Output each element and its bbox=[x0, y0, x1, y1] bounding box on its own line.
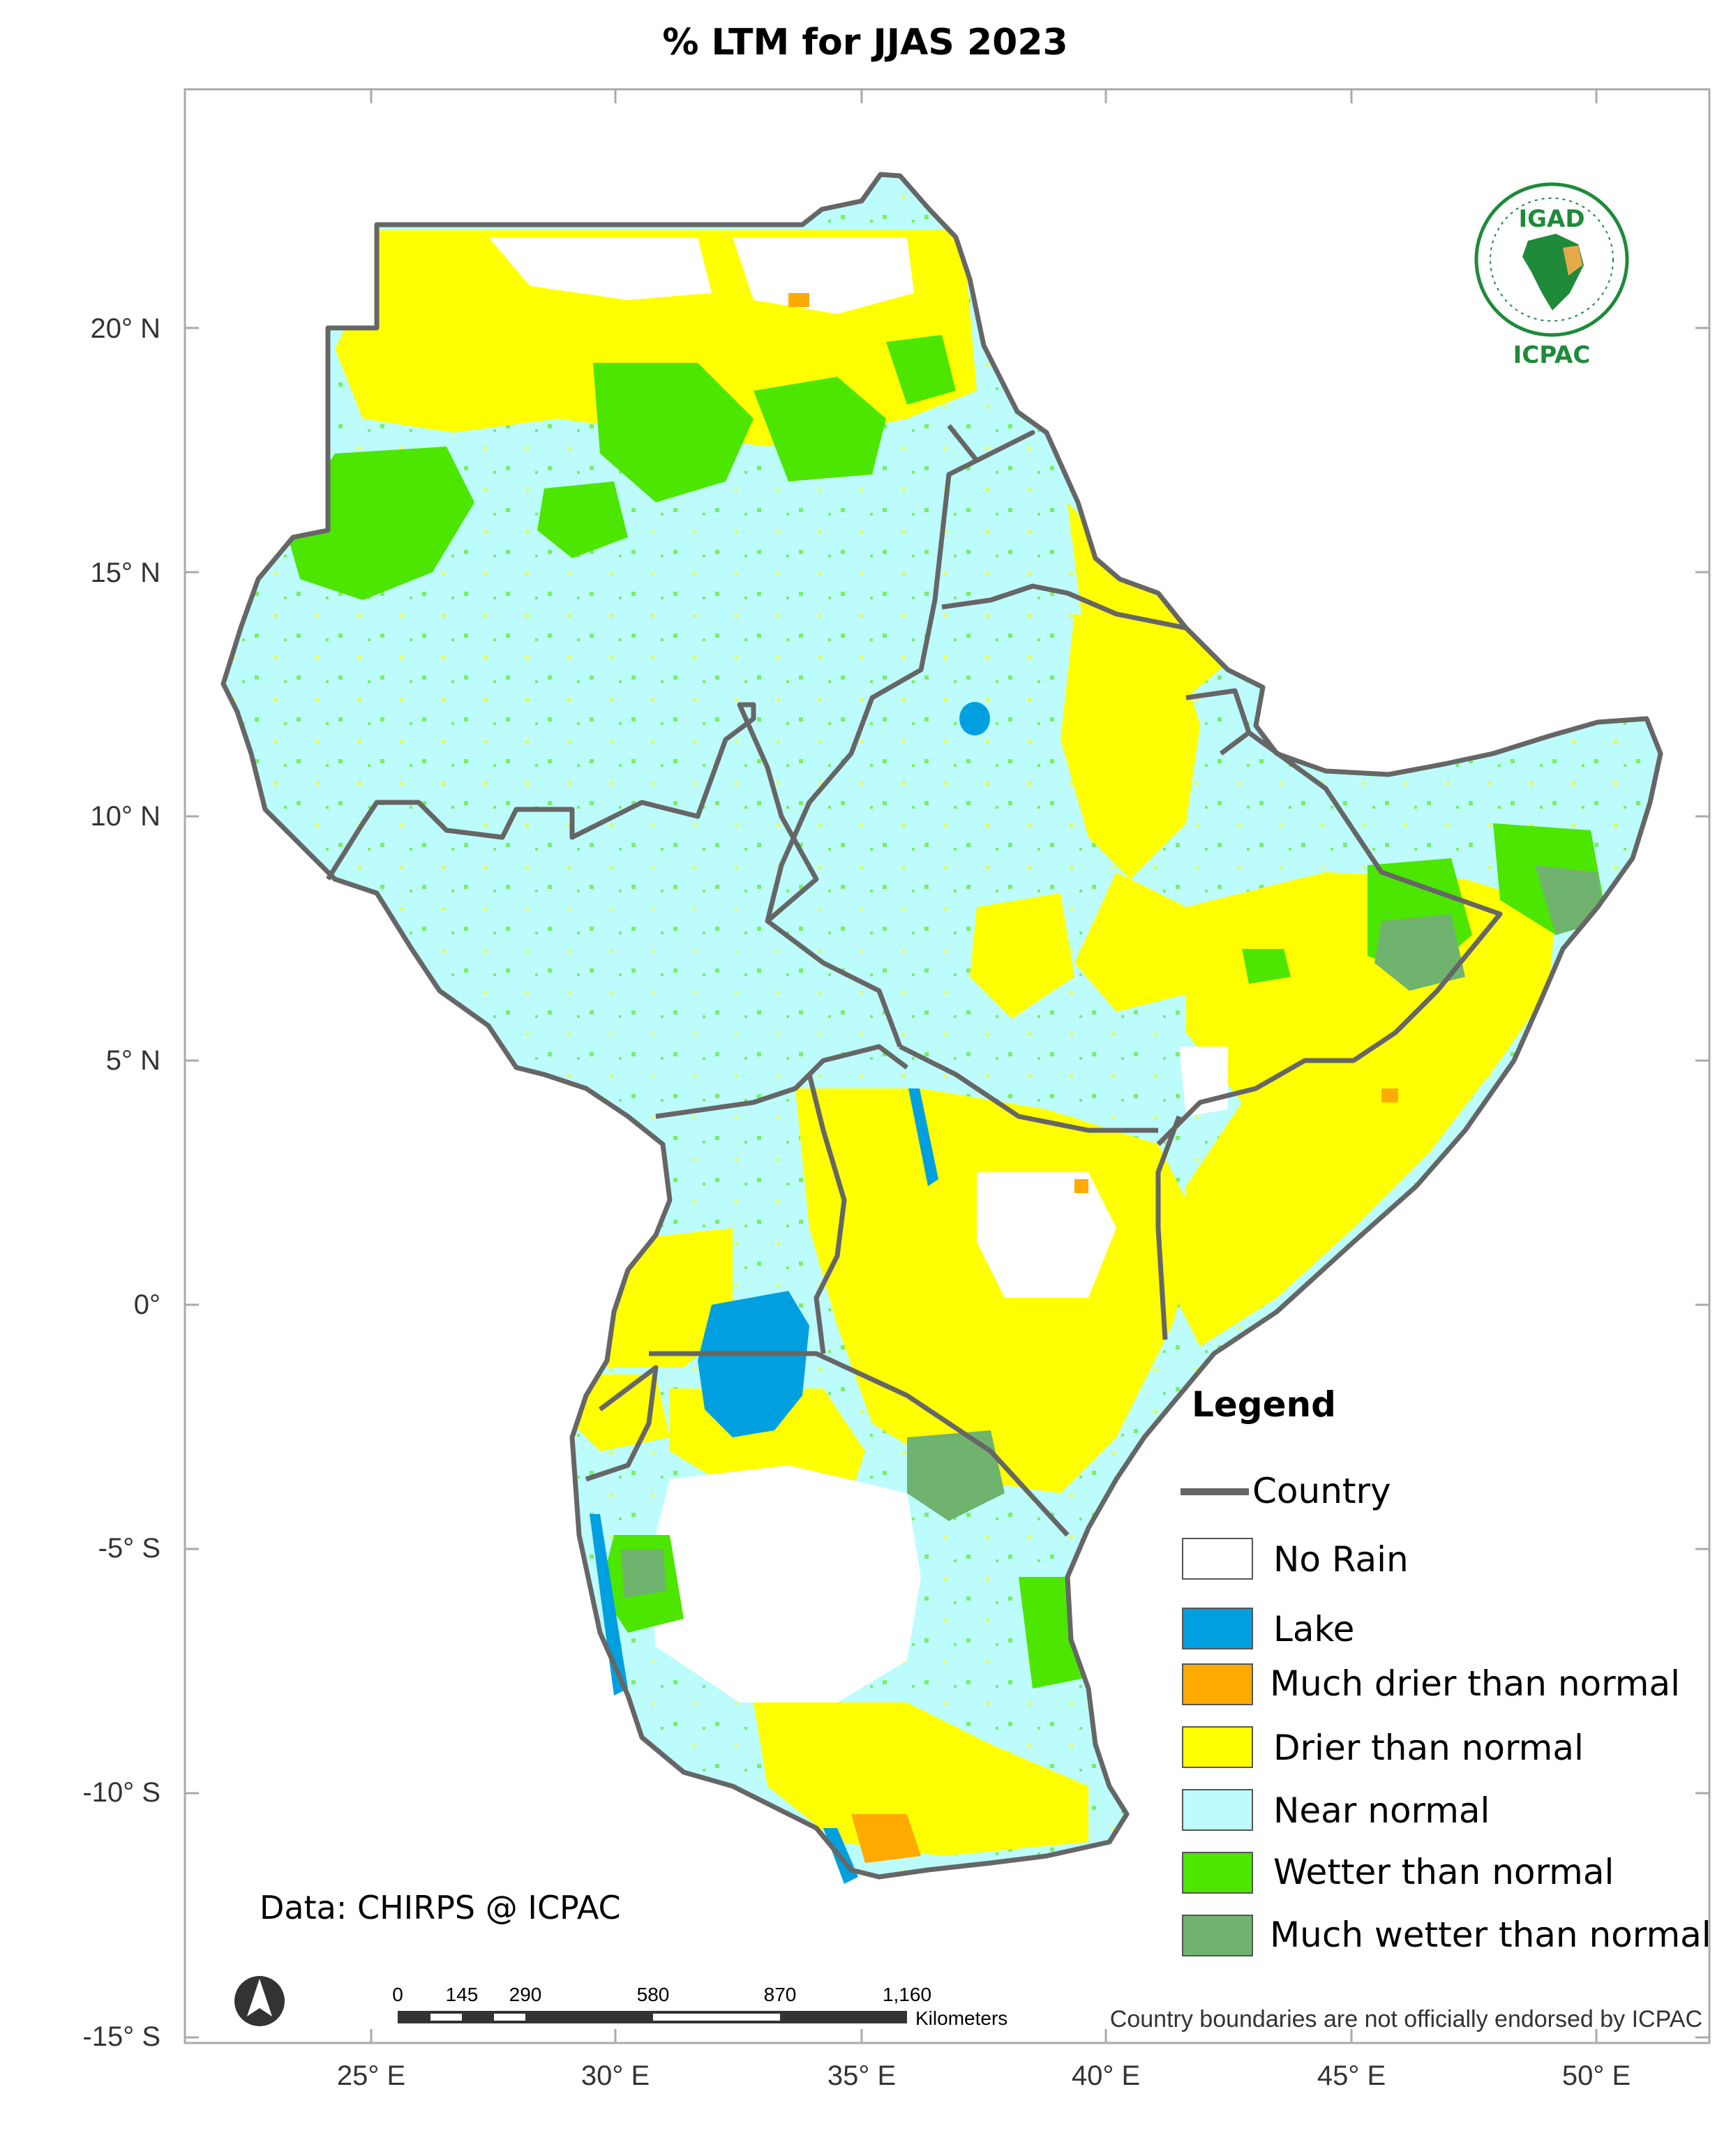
legend-label-much-drier: Much drier than normal bbox=[1270, 1663, 1680, 1704]
y-tick-15n: 15° N bbox=[91, 557, 161, 588]
logo-inner-ring bbox=[1490, 197, 1614, 322]
lake-tanganyika bbox=[590, 1514, 628, 1695]
logo-igad-text: IGAD bbox=[1518, 205, 1584, 233]
scale-segment bbox=[494, 2014, 525, 2021]
map-title: % LTM for JJAS 2023 bbox=[662, 22, 1067, 63]
drier-somalia bbox=[1172, 872, 1556, 1347]
much-wetter-somaliland bbox=[1374, 914, 1465, 991]
sudan-ethiopia-border bbox=[765, 424, 1035, 1048]
igad-icpac-logo: IGAD ICPAC bbox=[1474, 182, 1629, 369]
x-tick-35e: 35° E bbox=[827, 2060, 896, 2091]
legend-swatch-no-rain bbox=[1182, 1538, 1253, 1580]
scale-tick-145: 145 bbox=[446, 1984, 479, 2005]
country-boundaries bbox=[220, 172, 1663, 1880]
rwanda-burundi-border bbox=[585, 1365, 659, 1482]
drier-tanzania-south bbox=[754, 1702, 1088, 1856]
scale-tick-1160: 1,160 bbox=[883, 1984, 931, 2005]
scale-tick-580: 580 bbox=[637, 1984, 670, 2005]
legend-swatch-much-wetter bbox=[1182, 1915, 1253, 1956]
scale-bar-base bbox=[398, 2011, 907, 2023]
wetter-kordofan bbox=[537, 481, 628, 558]
legend-swatch-near-normal bbox=[1182, 1789, 1253, 1831]
drier-ethiopia-west bbox=[970, 893, 1074, 1019]
legend-label-lake: Lake bbox=[1273, 1609, 1354, 1649]
logo-icpac-text: ICPAC bbox=[1513, 341, 1591, 369]
scale-segment bbox=[430, 2014, 462, 2021]
wetter-sudan-center bbox=[593, 363, 754, 502]
y-axis-labels: 20° N 15° N 10° N 5° N 0° -5° S -10° S -… bbox=[82, 313, 160, 2052]
uganda-kenya-border bbox=[807, 1074, 847, 1354]
lake-victoria bbox=[698, 1291, 809, 1437]
legend-swatch-lake bbox=[1182, 1608, 1253, 1649]
much-wetter-tanzania-west bbox=[621, 1549, 666, 1598]
much-drier-patch bbox=[788, 293, 809, 307]
wetter-darfur bbox=[286, 447, 474, 600]
no-rain-north bbox=[488, 237, 712, 300]
legend-label-near-normal: Near normal bbox=[1273, 1790, 1490, 1831]
sudan-south-sudan-border bbox=[326, 702, 819, 923]
x-tick-50e: 50° E bbox=[1562, 2060, 1631, 2091]
tanzania-north-border bbox=[649, 1351, 1070, 1537]
y-tick-5s: -5° S bbox=[98, 1533, 160, 1564]
region-outline bbox=[220, 172, 1663, 1880]
scale-unit: Kilometers bbox=[915, 2007, 1007, 2029]
drier-ethiopia-north bbox=[1061, 614, 1200, 879]
igad-region-icon bbox=[1563, 246, 1582, 276]
legend-swatch-much-drier bbox=[1182, 1663, 1253, 1705]
legend-label-drier: Drier than normal bbox=[1273, 1728, 1584, 1768]
wetter-ethiopia-east bbox=[1242, 949, 1291, 984]
ethiopia-somalia-border bbox=[1156, 731, 1503, 1146]
much-drier-patch bbox=[1074, 1179, 1088, 1193]
wetter-sudan-east bbox=[754, 377, 886, 481]
no-rain-kenya bbox=[977, 1172, 1116, 1298]
drier-drc-east bbox=[607, 1228, 733, 1368]
no-rain-tanzania bbox=[649, 1465, 921, 1702]
legend-title: Legend bbox=[1192, 1384, 1336, 1425]
legend-label-wetter: Wetter than normal bbox=[1273, 1852, 1614, 1892]
legend-swatch-drier bbox=[1182, 1726, 1253, 1768]
legend-country-label: Country bbox=[1252, 1471, 1391, 1511]
legend: Legend Country No Rain Lake Much drier t… bbox=[1181, 1384, 1711, 1956]
much-drier-tanzania-south bbox=[851, 1814, 921, 1863]
much-wetter-kilimanjaro bbox=[907, 1430, 1005, 1521]
no-rain-ethiopia-south bbox=[1179, 1047, 1228, 1116]
wetter-sudan-ne bbox=[886, 335, 956, 405]
scale-tick-0: 0 bbox=[392, 1984, 403, 2005]
lakes bbox=[590, 702, 990, 1884]
ethiopia-eritrea-border bbox=[941, 583, 1187, 631]
x-tick-25e: 25° E bbox=[337, 2060, 405, 2091]
x-axis-labels: 25° E 30° E 35° E 40° E 45° E 50° E bbox=[337, 2060, 1631, 2091]
legend-label-no-rain: No Rain bbox=[1273, 1539, 1409, 1580]
north-arrow-icon bbox=[234, 1976, 285, 2026]
no-rain-northeast bbox=[733, 237, 914, 314]
legend-swatch-wetter bbox=[1182, 1852, 1253, 1894]
graticule-ticks bbox=[185, 89, 1709, 2043]
djibouti-border bbox=[1185, 688, 1252, 756]
drier-ethiopia-central bbox=[1074, 872, 1200, 1012]
scale-tick-290: 290 bbox=[509, 1984, 542, 2005]
lake-tana bbox=[959, 702, 990, 735]
x-tick-45e: 45° E bbox=[1317, 2060, 1386, 2091]
boundary-disclaimer: Country boundaries are not officially en… bbox=[1110, 2006, 1702, 2033]
y-tick-10s: -10° S bbox=[82, 1777, 160, 1808]
kenya-somalia-border bbox=[1155, 1115, 1182, 1340]
x-tick-40e: 40° E bbox=[1072, 2060, 1140, 2091]
ethiopia-kenya-border bbox=[899, 1044, 1158, 1133]
much-drier-patch bbox=[1381, 1088, 1398, 1102]
scale-segment bbox=[653, 2014, 780, 2021]
y-tick-10n: 10° N bbox=[91, 801, 161, 832]
north-arrow-pointer bbox=[247, 1979, 272, 2016]
y-tick-5n: 5° N bbox=[106, 1045, 160, 1076]
legend-label-much-wetter: Much wetter than normal bbox=[1270, 1915, 1711, 1955]
y-tick-15s: -15° S bbox=[82, 2021, 160, 2052]
scale-tick-870: 870 bbox=[764, 1984, 797, 2005]
x-tick-30e: 30° E bbox=[581, 2060, 650, 2091]
data-credit: Data: CHIRPS @ ICPAC bbox=[260, 1889, 621, 1926]
scale-bar: 0 145 290 580 870 1,160 Kilometers bbox=[392, 1984, 1007, 2029]
y-tick-0: 0° bbox=[134, 1289, 160, 1320]
lake-turkana bbox=[908, 1088, 938, 1186]
y-tick-20n: 20° N bbox=[91, 313, 161, 344]
